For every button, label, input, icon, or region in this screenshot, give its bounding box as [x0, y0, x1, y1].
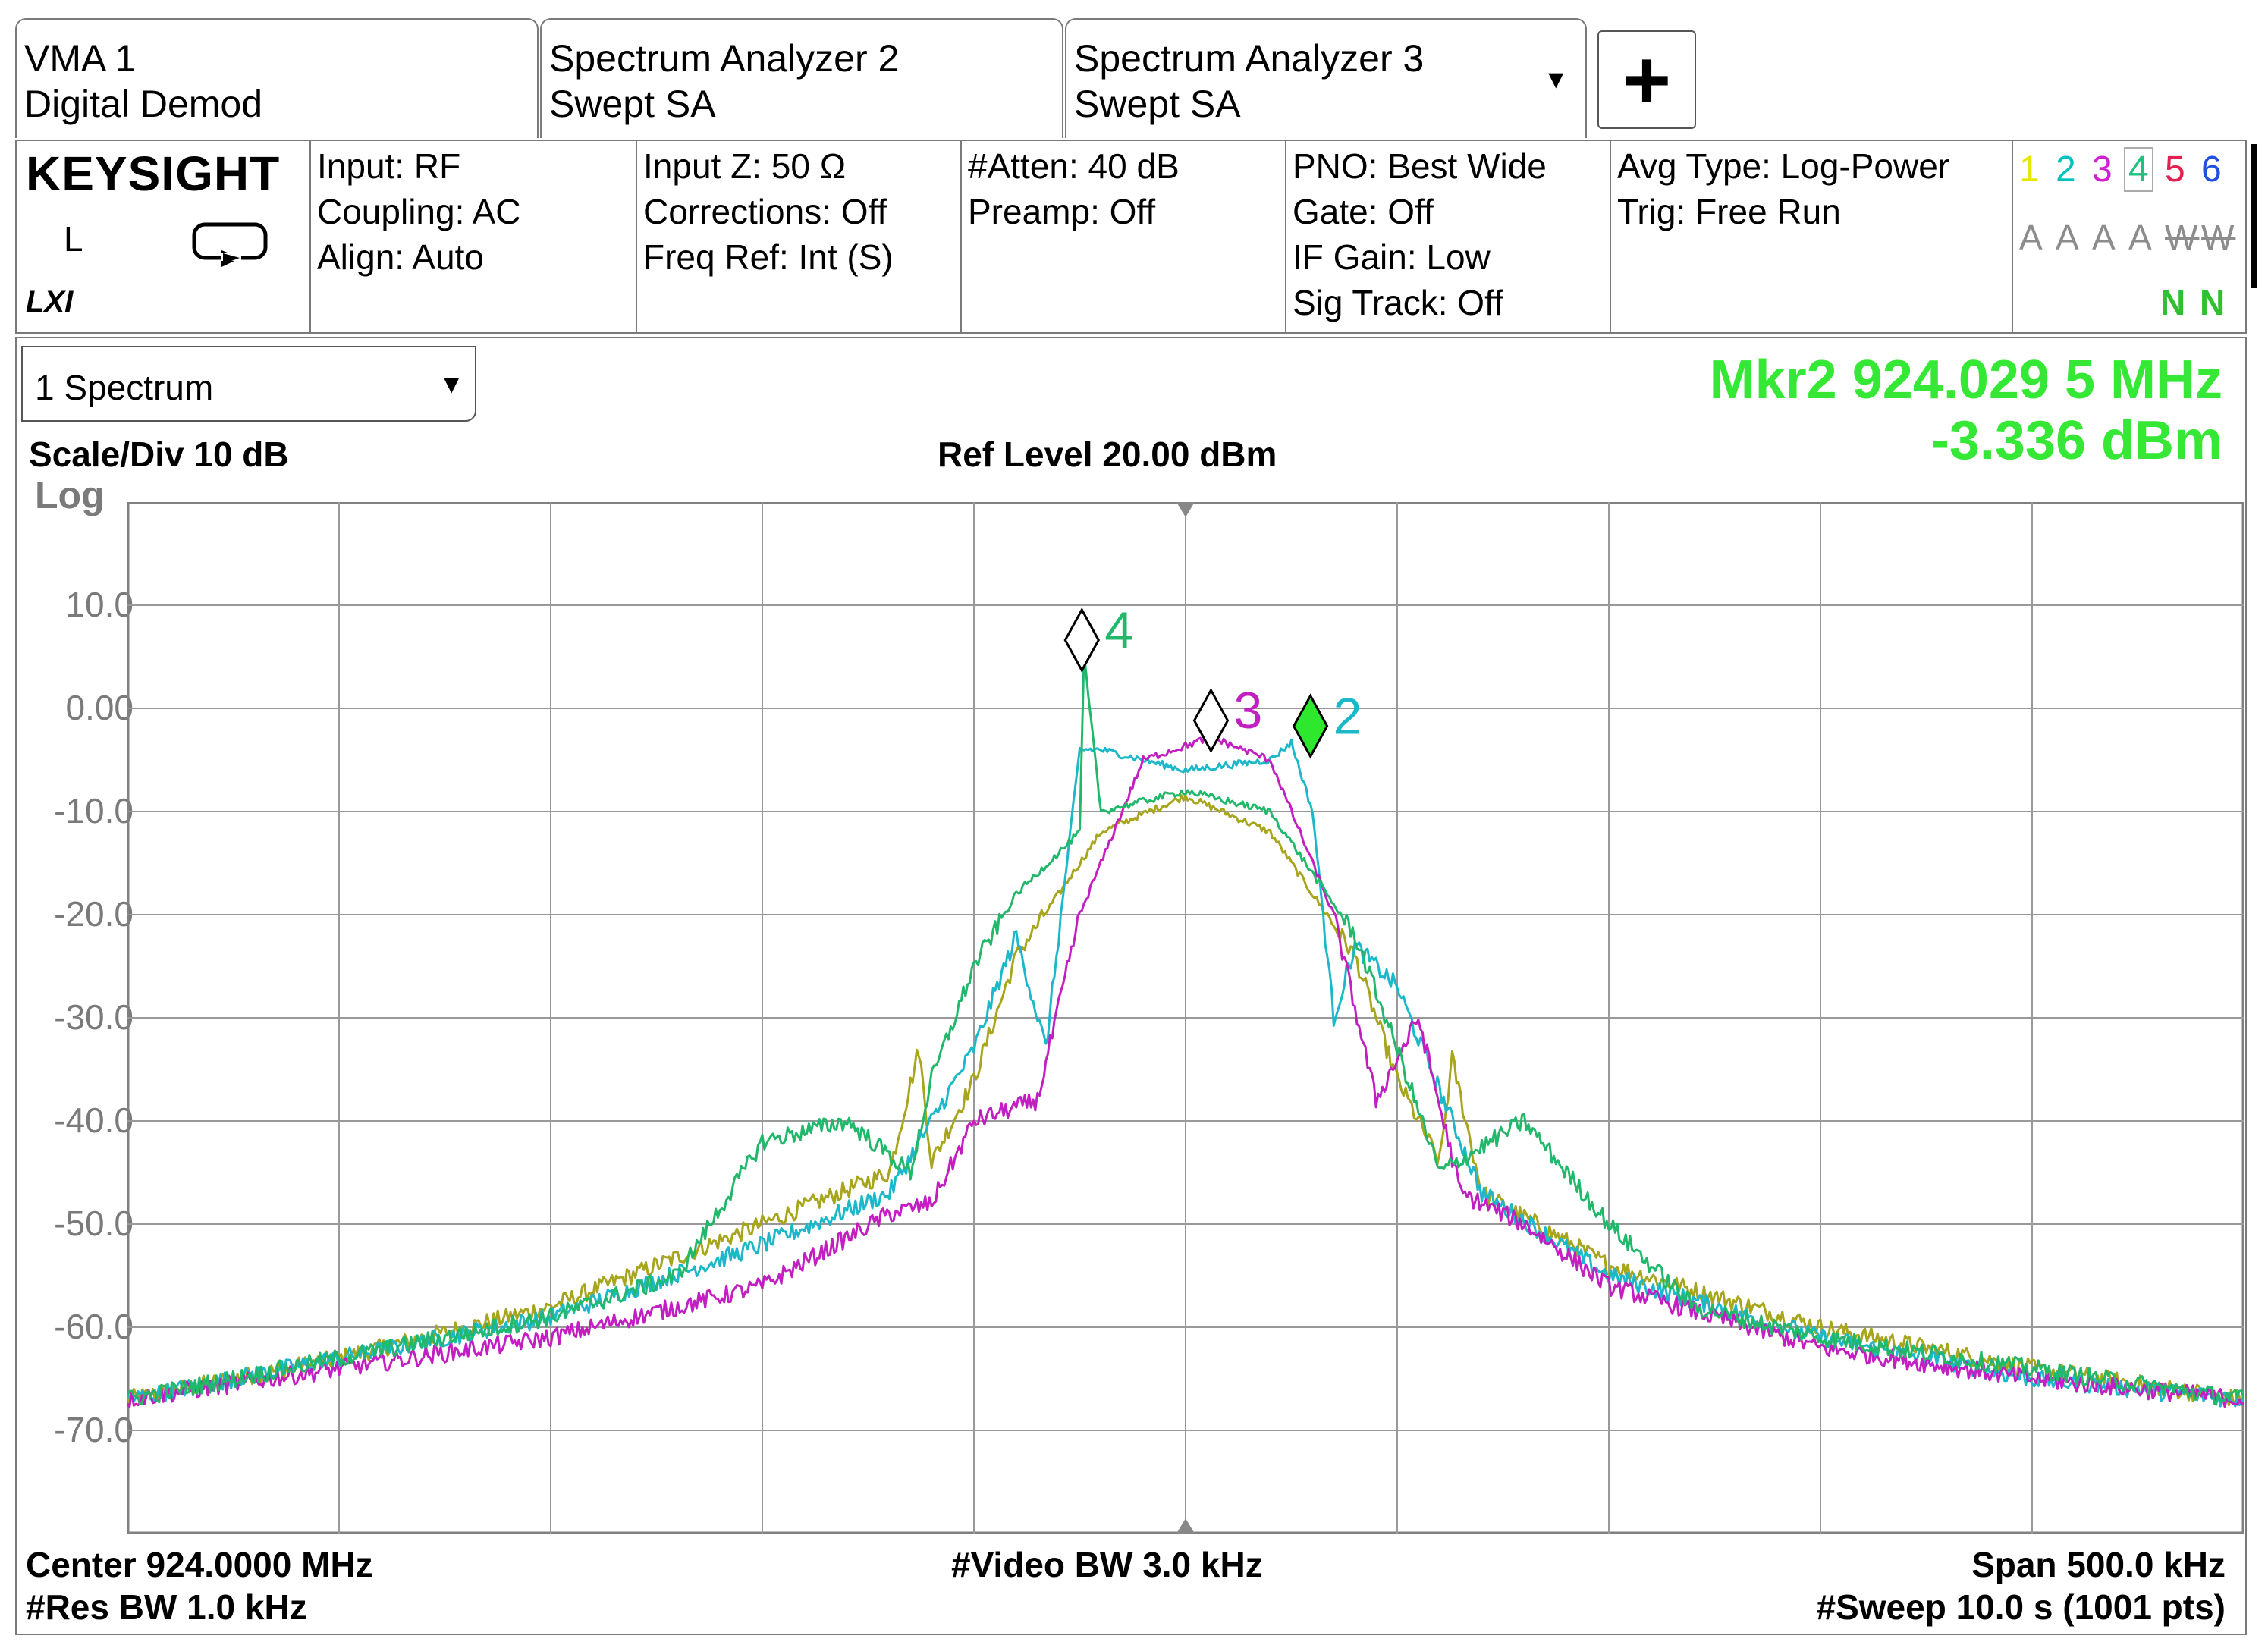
preamp: Preamp: Off [968, 192, 1156, 231]
tab-subtitle: Swept SA [1074, 83, 1241, 125]
tab-title: Spectrum Analyzer 2 [549, 37, 900, 80]
gate: Gate: Off [1293, 192, 1434, 231]
settings-panel: KEYSIGHT L LXI Input: RF Coupling: AC Al… [15, 140, 2247, 334]
marker-2-diamond[interactable] [1292, 693, 1329, 759]
marker-3-diamond[interactable] [1192, 687, 1230, 754]
y-tick-label: 10.0 [65, 585, 134, 624]
y-tick-label: -10.0 [54, 791, 134, 830]
local-indicator: L [64, 219, 83, 259]
atten: #Atten: 40 dB [968, 146, 1180, 186]
trace-4-line [127, 655, 2244, 1406]
scale-div: Scale/Div 10 dB [29, 435, 289, 474]
spectrum-window: 1 Spectrum ▼ Mkr2 924.029 5 MHz -3.336 d… [15, 337, 2247, 1635]
tab-subtitle: Digital Demod [24, 83, 263, 125]
trace-mode-5: W [2165, 218, 2200, 257]
trace-mode-2: A [2056, 218, 2081, 257]
trace-number-3[interactable]: 3 [2092, 149, 2113, 190]
plus-icon: + [1622, 33, 1672, 127]
trace-number-2[interactable]: 2 [2056, 149, 2076, 190]
trig: Trig: Free Run [1617, 192, 1841, 231]
lxi-logo: LXI [26, 285, 74, 319]
detector-n-1: N [2160, 283, 2186, 322]
input-rf: Input: RF [317, 146, 461, 186]
input-settings[interactable]: Input: RF Coupling: AC Align: Auto [309, 141, 636, 332]
tab-spectrum-analyzer-2[interactable]: Spectrum Analyzer 2 Swept SA [540, 18, 1063, 138]
input-z: Input Z: 50 Ω [643, 146, 847, 186]
window-selector[interactable]: 1 Spectrum ▼ [21, 346, 476, 422]
tab-vma-1[interactable]: VMA 1 Digital Demod [15, 18, 539, 138]
align: Align: Auto [317, 237, 484, 277]
freq-ref: Freq Ref: Int (S) [643, 237, 894, 277]
res-bw: #Res BW 1.0 kHz [26, 1587, 307, 1627]
y-tick-label: -60.0 [54, 1307, 134, 1346]
scrollbar[interactable] [2251, 144, 2257, 288]
trace-mode-3: A [2092, 218, 2117, 257]
tab-subtitle: Swept SA [549, 83, 716, 125]
trigger-settings[interactable]: Avg Type: Log-Power Trig: Free Run [1610, 141, 2012, 332]
spectrum-plot[interactable]: 2 3 4 [127, 502, 2244, 1534]
marker-amplitude: -3.336 dBm [1930, 410, 2222, 471]
tab-title: Spectrum Analyzer 3 [1074, 37, 1425, 80]
y-tick-label: 0.00 [65, 688, 134, 727]
trace-mode-6: W [2201, 218, 2236, 257]
tab-title: VMA 1 [24, 37, 137, 80]
trace-mode-1: A [2019, 218, 2044, 257]
trace-number-4[interactable]: 4 [2124, 147, 2153, 192]
pno: PNO: Best Wide [1293, 146, 1547, 186]
video-bw: #Video BW 3.0 kHz [951, 1545, 1263, 1584]
trace-3-line [127, 733, 2244, 1408]
y-tick-label: -30.0 [54, 997, 134, 1037]
if-gain: IF Gain: Low [1293, 237, 1491, 277]
add-screen-button[interactable]: + [1597, 30, 1696, 129]
y-tick-label: -40.0 [54, 1100, 134, 1140]
sig-track: Sig Track: Off [1293, 283, 1503, 322]
y-tick-label: -20.0 [54, 894, 134, 934]
coupling: Coupling: AC [317, 192, 521, 231]
marker-frequency: Mkr2 924.029 5 MHz [1709, 350, 2222, 410]
impedance-settings[interactable]: Input Z: 50 Ω Corrections: Off Freq Ref:… [636, 141, 960, 332]
center-top-arrow-icon [1176, 502, 1195, 517]
sweep-settings[interactable]: PNO: Best Wide Gate: Off IF Gain: Low Si… [1285, 141, 1610, 332]
detector-n-2: N [2200, 283, 2226, 322]
y-tick-label: -70.0 [54, 1410, 134, 1449]
tab-dropdown-icon[interactable]: ▼ [1543, 65, 1569, 94]
ref-level: Ref Level 20.00 dBm [938, 435, 1277, 474]
tab-spectrum-analyzer-3[interactable]: Spectrum Analyzer 3 Swept SA ▼ [1065, 18, 1587, 138]
trace-mode-4: A [2128, 218, 2153, 257]
window-selector-label: 1 Spectrum [35, 368, 214, 407]
center-bottom-arrow-icon [1176, 1518, 1195, 1534]
sweep-time: #Sweep 10.0 s (1001 pts) [1816, 1587, 2226, 1627]
marker-2-label: 2 [1333, 687, 1362, 745]
trace-1-line [127, 794, 2244, 1407]
chevron-down-icon: ▼ [438, 370, 464, 399]
trace-number-6[interactable]: 6 [2201, 149, 2222, 190]
avg-type: Avg Type: Log-Power [1617, 146, 1950, 186]
scale-type: Log [35, 474, 105, 516]
marker-4-diamond[interactable] [1063, 607, 1101, 673]
brand-cell: KEYSIGHT L LXI [17, 141, 309, 332]
center-frequency: Center 924.0000 MHz [26, 1545, 373, 1584]
attenuation-settings[interactable]: #Atten: 40 dB Preamp: Off [960, 141, 1285, 332]
trace-number-5[interactable]: 5 [2165, 149, 2185, 190]
keysight-logo: KEYSIGHT [26, 146, 281, 201]
marker-4-label: 4 [1104, 601, 1133, 659]
span: Span 500.0 kHz [1971, 1545, 2226, 1584]
corrections: Corrections: Off [643, 192, 887, 231]
y-tick-label: -50.0 [54, 1204, 134, 1243]
trace-number-1[interactable]: 1 [2019, 149, 2040, 190]
remote-loop-icon [192, 222, 268, 267]
marker-3-label: 3 [1233, 682, 1262, 739]
